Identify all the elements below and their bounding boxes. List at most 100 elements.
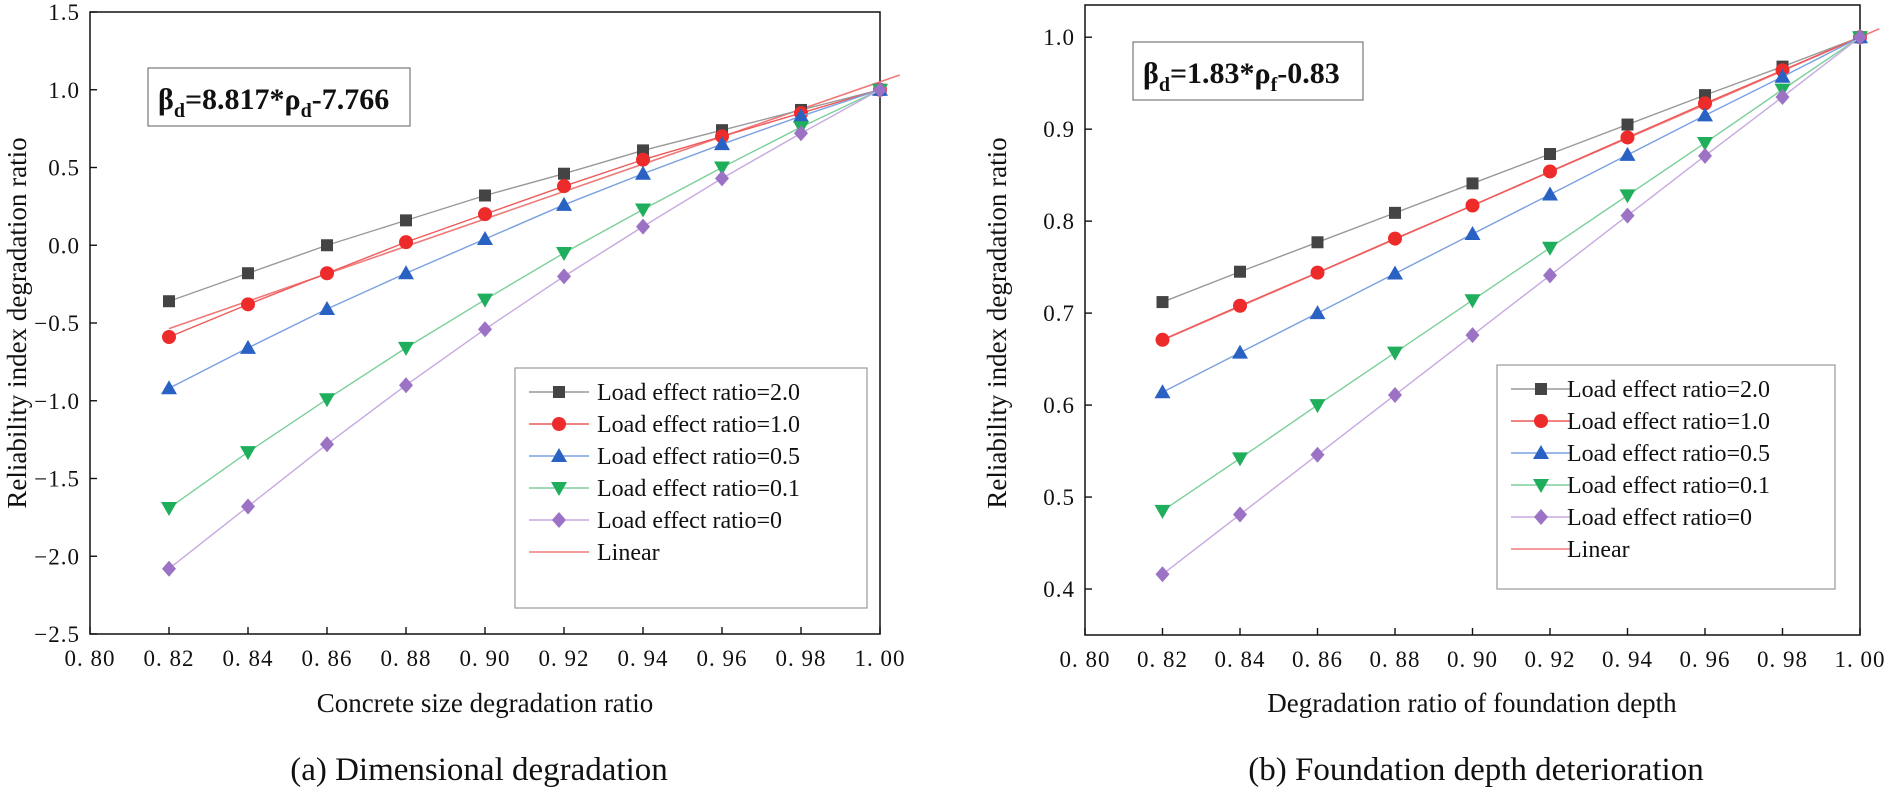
data-point-s4-p2 bbox=[320, 436, 334, 453]
data-point-s3-p6 bbox=[635, 203, 651, 218]
x-tick-label: 0. 96 bbox=[1680, 647, 1731, 672]
x-tick-label: 0. 80 bbox=[65, 646, 116, 671]
data-point-s3-p1 bbox=[1232, 452, 1248, 467]
x-tick-label: 1. 00 bbox=[1835, 647, 1886, 672]
y-tick-label: 0.9 bbox=[1043, 117, 1075, 142]
caption-a: (a) Dimensional degradation bbox=[290, 752, 668, 788]
legend-marker bbox=[551, 482, 567, 496]
x-tick-label: 0. 90 bbox=[460, 646, 511, 671]
x-axis-a: 0. 80 0. 82 0. 84 0. 86 0. 88 0. 90 0. 92 0. 94… bbox=[65, 627, 905, 671]
data-point-s3-p0 bbox=[161, 502, 177, 517]
x-tick-label: 0. 86 bbox=[1292, 647, 1343, 672]
caption-b: (b) Foundation depth deterioration bbox=[1248, 752, 1703, 788]
data-point-s2-p2 bbox=[1309, 305, 1326, 320]
data-point-s2-p5 bbox=[1542, 186, 1558, 201]
data-point-s0-p0 bbox=[163, 295, 175, 308]
data-point-s0-p1 bbox=[1234, 265, 1246, 278]
equation-box-a: βd=8.817*ρd-7.766 bbox=[147, 67, 411, 127]
series-layer-b bbox=[1154, 29, 1868, 583]
data-point-s0-p3 bbox=[400, 214, 412, 227]
series-line-4 bbox=[168, 89, 881, 570]
x-tick-label: 0. 84 bbox=[223, 646, 274, 671]
data-point-s4-p3 bbox=[399, 377, 413, 394]
equation-text-b: βd=1.83*ρf-0.83 bbox=[1143, 57, 1340, 96]
legend-a: Load effect ratio=2.0 Load effect ratio=1… bbox=[514, 367, 868, 609]
data-point-s3-p4 bbox=[477, 293, 493, 308]
data-point-s2-p3 bbox=[1387, 265, 1403, 280]
data-point-s2-p5 bbox=[556, 196, 572, 211]
x-axis-label-b: Degradation ratio of foundation depth bbox=[1267, 688, 1677, 718]
data-point-s4-p1 bbox=[241, 498, 255, 515]
y-tick-label: 1.5 bbox=[48, 0, 80, 25]
equation-box-b: βd=1.83*ρf-0.83 bbox=[1132, 41, 1364, 101]
data-point-s1-p6 bbox=[1620, 130, 1635, 145]
data-point-s0-p0 bbox=[1156, 296, 1169, 309]
linear-fit-line bbox=[168, 74, 901, 330]
y-tick-label: 0.8 bbox=[1043, 209, 1075, 234]
data-point-s2-p4 bbox=[1464, 226, 1481, 241]
data-point-s4-p9 bbox=[873, 81, 887, 98]
data-point-s1-p5 bbox=[1543, 164, 1557, 179]
y-axis-b: 1.0 0.9 0.8 0.7 0.6 0.5 0.4 bbox=[1043, 25, 1092, 602]
legend-marker bbox=[1533, 479, 1549, 493]
y-tick-label: −0.5 bbox=[34, 311, 80, 336]
legend-label: Linear bbox=[1567, 537, 1630, 563]
data-point-s0-p2 bbox=[321, 239, 333, 252]
y-axis-label-a: Reliability index degradation ratio bbox=[2, 137, 32, 508]
data-point-s2-p6 bbox=[635, 165, 651, 180]
data-point-s3-p2 bbox=[1309, 399, 1326, 414]
data-point-s1-p2 bbox=[1310, 265, 1325, 280]
y-tick-label: 0.5 bbox=[48, 156, 80, 181]
equation-frame-b bbox=[1132, 41, 1364, 101]
data-point-s4-p0 bbox=[162, 560, 176, 577]
data-point-s2-p8 bbox=[793, 108, 809, 123]
data-point-s2-p3 bbox=[398, 265, 414, 280]
chart-panel-b: 0. 80 0. 82 0. 84 0. 86 0. 88 0. 90 0. 92 0. 94… bbox=[982, 4, 1886, 788]
legend-frame-b bbox=[1496, 364, 1836, 590]
equation-text-a: βd=8.817*ρd-7.766 bbox=[158, 83, 389, 122]
data-point-s4-p0 bbox=[1155, 566, 1170, 583]
y-tick-label: 0.7 bbox=[1043, 301, 1075, 326]
legend-b: Load effect ratio=2.0 Load effect ratio=1… bbox=[1496, 364, 1836, 590]
data-point-s3-p5 bbox=[1542, 241, 1558, 256]
data-point-s1-p1 bbox=[241, 297, 255, 312]
data-point-s0-p5 bbox=[558, 167, 570, 180]
series-line-0 bbox=[168, 89, 881, 302]
data-point-s0-p6 bbox=[1621, 118, 1634, 131]
data-point-s2-p8 bbox=[1774, 68, 1791, 83]
data-point-s3-p2 bbox=[319, 393, 335, 408]
legend-marker bbox=[1533, 445, 1549, 459]
x-tick-label: 0. 88 bbox=[1370, 647, 1421, 672]
x-tick-label: 0. 82 bbox=[144, 646, 195, 671]
legend-label: Load effect ratio=0.5 bbox=[1567, 441, 1770, 467]
x-tick-label: 0. 92 bbox=[1525, 647, 1576, 672]
legend-marker bbox=[1535, 383, 1547, 395]
y-tick-label: −2.0 bbox=[34, 544, 80, 569]
y-tick-label: 0.5 bbox=[1043, 485, 1075, 510]
data-point-s4-p9 bbox=[1853, 29, 1867, 46]
x-axis-label-a: Concrete size degradation ratio bbox=[317, 688, 654, 718]
legend-label: Load effect ratio=2.0 bbox=[1567, 377, 1770, 403]
legend-label: Load effect ratio=0.5 bbox=[597, 444, 800, 470]
data-point-s1-p0 bbox=[1155, 332, 1170, 347]
x-tick-label: 0. 94 bbox=[618, 646, 669, 671]
data-point-s3-p7 bbox=[1697, 136, 1713, 151]
data-point-s4-p4 bbox=[478, 321, 492, 338]
series-line-3 bbox=[1162, 36, 1861, 512]
series-line-1 bbox=[1162, 36, 1861, 341]
data-point-s0-p1 bbox=[242, 267, 254, 280]
data-point-s2-p7 bbox=[1697, 107, 1713, 122]
data-point-s1-p5 bbox=[557, 179, 571, 194]
data-point-s2-p2 bbox=[319, 301, 335, 316]
data-point-s1-p4 bbox=[478, 207, 492, 222]
data-point-s2-p0 bbox=[161, 380, 177, 395]
data-point-s4-p8 bbox=[794, 125, 808, 142]
legend-label: Load effect ratio=1.0 bbox=[1567, 409, 1770, 435]
data-point-s0-p4 bbox=[1466, 177, 1479, 190]
legend-marker bbox=[553, 386, 565, 398]
data-point-s3-p5 bbox=[556, 247, 572, 262]
linear-fit-a bbox=[168, 74, 901, 330]
y-axis-label-b: Reliability index degradation ratio bbox=[982, 137, 1012, 508]
series-line-4 bbox=[1162, 36, 1861, 575]
data-point-s1-p0 bbox=[162, 329, 176, 344]
